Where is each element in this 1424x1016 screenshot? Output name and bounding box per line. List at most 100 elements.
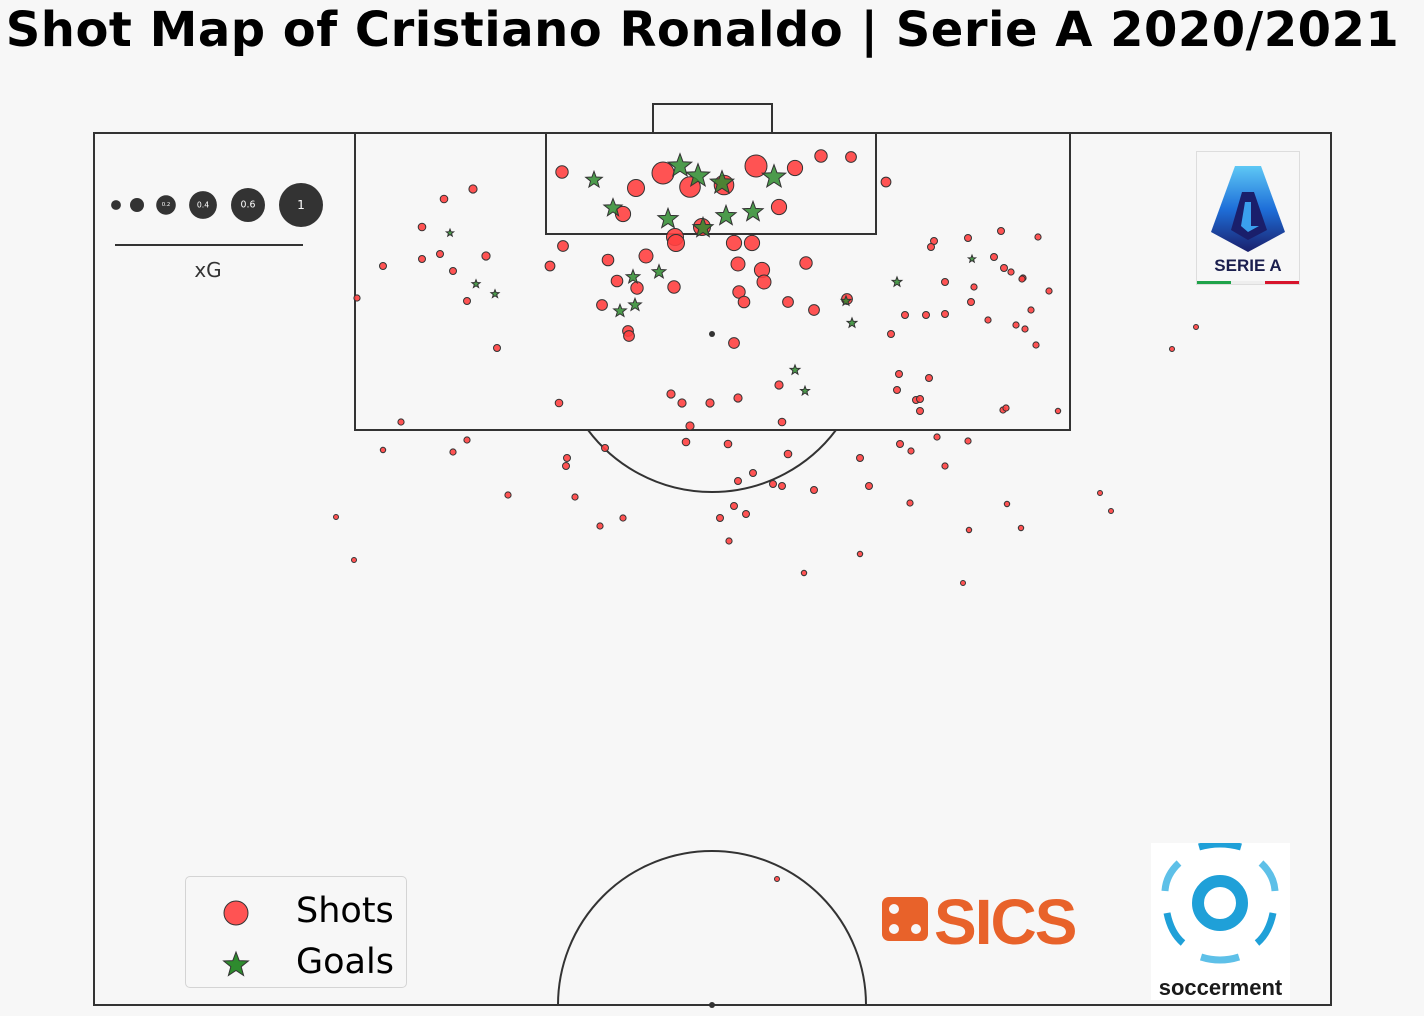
shot-point-58 (941, 278, 949, 286)
shot-point-121 (1097, 490, 1103, 496)
xg-scale-circle-1 (130, 198, 144, 212)
shot-point-2 (651, 161, 675, 185)
xg-scale-circle-5 (279, 183, 323, 227)
pitch-outline (93, 132, 1332, 1006)
shot-point-82 (705, 398, 715, 408)
goal-point-21 (788, 363, 802, 376)
legend-shots-label: Shots (296, 891, 394, 931)
goal-point-22 (799, 384, 811, 397)
goal-point-11 (650, 263, 668, 280)
shot-point-117 (906, 499, 914, 507)
shot-point-128 (351, 557, 357, 563)
shot-point-75 (916, 395, 924, 403)
shot-marker-icon (223, 900, 249, 926)
goal-point-6 (656, 206, 680, 229)
shot-point-94 (601, 444, 609, 452)
shot-point-127 (333, 514, 339, 520)
shot-point-31 (808, 304, 820, 316)
center-circle (557, 850, 867, 1006)
shot-point-130 (1193, 324, 1199, 330)
shot-point-24 (799, 256, 813, 270)
shot-point-64 (922, 311, 930, 319)
shot-point-1 (627, 179, 645, 197)
shot-point-23 (756, 274, 772, 290)
shot-point-103 (941, 462, 949, 470)
xg-scale-label-5: 1 (297, 198, 305, 212)
shot-point-72 (925, 374, 933, 382)
goal-point-13 (612, 302, 628, 318)
shot-point-120 (1017, 524, 1025, 532)
shot-point-65 (941, 310, 949, 318)
shot-point-83 (733, 393, 743, 403)
shot-point-40 (379, 262, 387, 270)
goal-point-1 (666, 152, 694, 178)
goal-point-20 (966, 253, 978, 264)
shot-point-97 (783, 449, 793, 459)
shot-point-131 (774, 876, 780, 882)
legend-goals-label: Goals (296, 942, 394, 982)
shot-point-71 (895, 370, 903, 378)
goal-star-icon (222, 950, 250, 977)
shot-point-102 (964, 437, 972, 445)
goal-point-8 (714, 203, 738, 226)
shot-point-98 (856, 454, 864, 462)
shot-point-59 (970, 283, 978, 291)
xg-scale-circle-3 (189, 191, 217, 219)
shot-point-29 (737, 295, 751, 309)
shot-point-44 (481, 251, 491, 261)
xg-scale-circle-2 (156, 195, 176, 215)
serie-a-emblem-icon (1211, 166, 1285, 252)
shot-point-13 (667, 234, 685, 252)
shot-point-63 (901, 311, 909, 319)
shot-point-39 (417, 222, 427, 232)
goal-point-17 (839, 294, 853, 307)
xg-scale-label-2: 0.2 (162, 202, 171, 208)
shot-point-104 (749, 469, 757, 477)
shot-point-96 (723, 439, 733, 449)
shot-point-41 (418, 255, 426, 263)
shot-point-106 (769, 480, 777, 488)
penalty-arc (587, 429, 837, 493)
legend-goals: Goals (186, 938, 408, 982)
shot-point-55 (1007, 268, 1015, 276)
shot-point-88 (397, 418, 405, 426)
shot-point-108 (810, 486, 818, 494)
shot-point-76 (916, 407, 924, 415)
shot-point-16 (743, 234, 761, 252)
xg-scale-label-3: 0.4 (197, 201, 209, 210)
goals-layer (444, 152, 978, 397)
sics-dice-icon (882, 897, 928, 941)
shot-point-101 (933, 433, 941, 441)
center-spot (709, 1002, 715, 1008)
serie-a-text: SERIE A (1214, 256, 1282, 275)
legend-shots: Shots (186, 887, 408, 931)
shot-point-30 (782, 296, 794, 308)
shot-point-27 (667, 280, 681, 294)
goal-point-15 (470, 278, 482, 289)
shot-point-47 (353, 294, 361, 302)
shot-point-116 (596, 522, 604, 530)
shot-point-61 (967, 298, 975, 306)
sics-text: SICS (934, 886, 1077, 958)
shot-point-126 (960, 580, 966, 586)
italian-flag-bar (1197, 281, 1299, 284)
shot-point-119 (965, 526, 973, 534)
shot-point-45 (463, 297, 471, 305)
shot-point-110 (504, 491, 512, 499)
shot-point-25 (610, 274, 624, 288)
shot-point-53 (990, 253, 998, 261)
shot-point-33 (596, 299, 608, 311)
xg-scale-label-4: 0.6 (241, 200, 256, 211)
goal-point-7 (691, 215, 715, 238)
goal (652, 103, 773, 134)
shot-point-26 (630, 281, 644, 295)
serie-a-logo: SERIE A (1196, 151, 1300, 285)
shot-point-84 (774, 380, 784, 390)
shot-point-11 (770, 198, 788, 216)
shot-point-52 (1034, 233, 1042, 241)
shot-point-95 (681, 437, 691, 447)
shot-point-21 (730, 256, 746, 272)
shot-point-73 (893, 386, 901, 394)
shot-point-91 (449, 448, 457, 456)
